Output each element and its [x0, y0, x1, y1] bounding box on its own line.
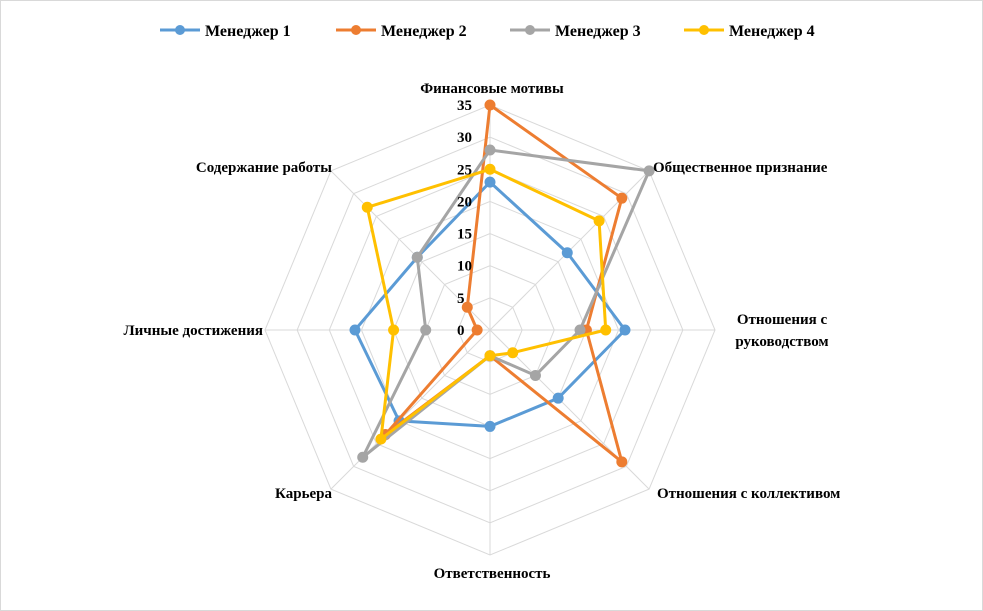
legend-label: Менеджер 2 [381, 23, 467, 40]
data-point [484, 99, 496, 111]
data-point [616, 456, 628, 468]
data-point [484, 144, 496, 156]
data-point [357, 451, 369, 463]
data-point [593, 215, 605, 227]
data-point [349, 324, 361, 336]
data-point [619, 324, 631, 336]
legend-item-2[interactable]: Менеджер 2 [336, 23, 467, 40]
data-point [375, 433, 387, 445]
legend-label: Менеджер 3 [555, 23, 641, 40]
data-point [484, 420, 496, 432]
category-label: Карьера [275, 486, 332, 502]
data-point [552, 392, 564, 404]
legend-marker [175, 25, 185, 35]
legend-marker [525, 25, 535, 35]
legend-item-1[interactable]: Менеджер 1 [160, 23, 291, 40]
category-labels: Финансовые мотивы Общественное признание О… [123, 81, 840, 582]
category-label: Содержание работы [196, 160, 332, 176]
data-point [529, 369, 541, 381]
category-label: Общественное признание [653, 160, 828, 176]
data-point [600, 324, 612, 336]
data-point [484, 163, 496, 175]
legend-label: Менеджер 1 [205, 23, 291, 40]
category-label: Ответственность [434, 566, 551, 582]
data-point [616, 192, 628, 204]
radial-axis-ticks: 0 5 10 15 20 25 30 35 [457, 98, 472, 339]
tick-label: 15 [457, 227, 472, 243]
series-4 [361, 163, 612, 445]
series-line [365, 167, 608, 441]
legend: Менеджер 1 Менеджер 2 Менеджер 3 Менеджер 4 [160, 23, 815, 40]
grid-spoke-5 [330, 329, 491, 490]
category-label: Личные достижения [123, 323, 263, 339]
data-point [507, 347, 519, 359]
data-point [574, 324, 586, 336]
tick-label: 20 [457, 194, 472, 210]
data-point [561, 247, 573, 259]
category-label: Финансовые мотивы [420, 81, 564, 97]
data-point [484, 176, 496, 188]
data-point [461, 301, 473, 313]
tick-label: 0 [457, 323, 465, 339]
tick-label: 30 [457, 130, 472, 146]
data-point [388, 324, 400, 336]
legend-label: Менеджер 4 [729, 23, 815, 40]
category-label: Отношения с коллективом [657, 486, 840, 502]
data-point [361, 201, 373, 213]
legend-marker [699, 25, 709, 35]
tick-label: 10 [457, 259, 472, 275]
legend-item-4[interactable]: Менеджер 4 [684, 23, 815, 40]
tick-label: 25 [457, 162, 472, 178]
tick-label: 5 [457, 291, 465, 307]
legend-marker [351, 25, 361, 35]
data-point [643, 165, 655, 177]
legend-item-3[interactable]: Менеджер 3 [510, 23, 641, 40]
category-label: Отношения с руководством [735, 312, 828, 350]
tick-label: 35 [457, 98, 472, 114]
data-point [420, 324, 432, 336]
radar-series [349, 99, 655, 468]
series-1 [349, 176, 631, 432]
data-point [411, 251, 423, 263]
data-point [471, 324, 483, 336]
data-point [484, 350, 496, 362]
